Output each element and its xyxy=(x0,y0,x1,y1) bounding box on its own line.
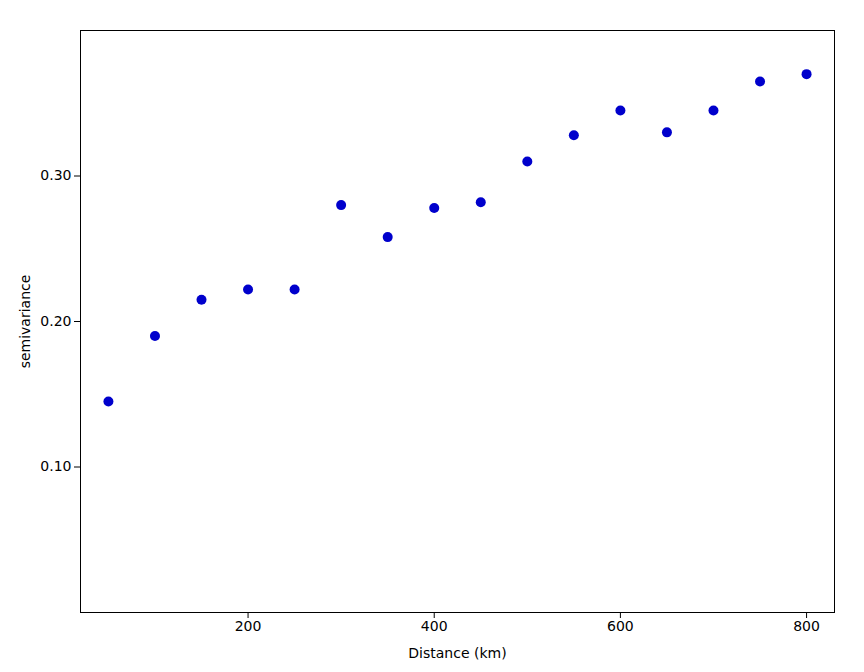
svg-text:600: 600 xyxy=(607,618,634,634)
svg-text:Distance (km): Distance (km) xyxy=(408,645,506,661)
svg-text:0.20: 0.20 xyxy=(40,313,71,329)
svg-text:semivariance: semivariance xyxy=(17,275,33,369)
svg-text:0.30: 0.30 xyxy=(40,167,71,183)
svg-text:400: 400 xyxy=(421,618,448,634)
svg-text:200: 200 xyxy=(235,618,262,634)
svg-text:0.10: 0.10 xyxy=(40,458,71,474)
svg-text:800: 800 xyxy=(793,618,820,634)
